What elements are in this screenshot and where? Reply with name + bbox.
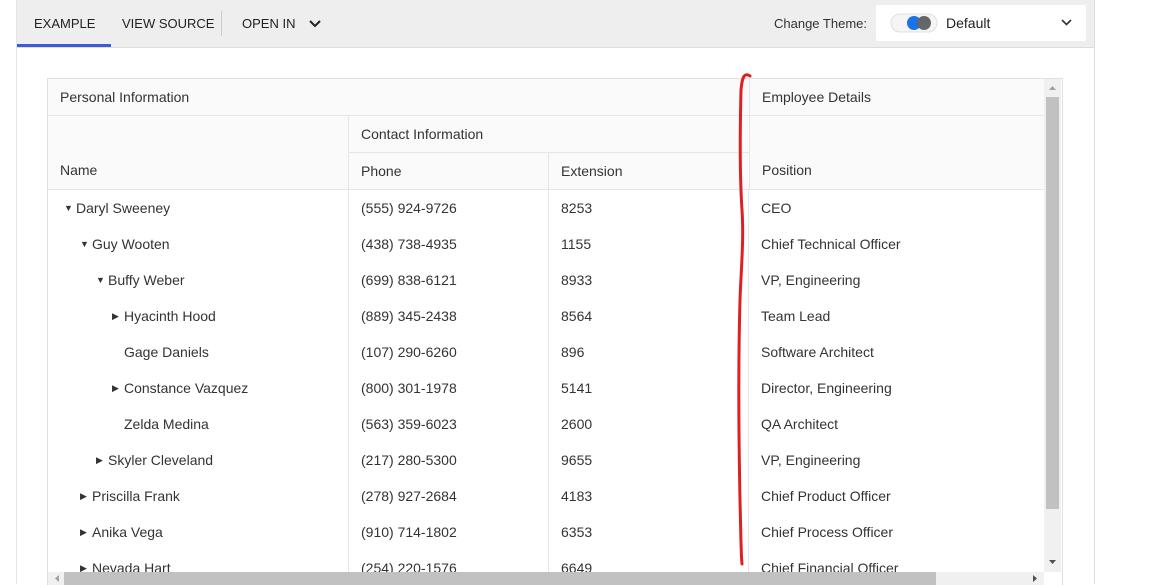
table-row[interactable]: ▼ Guy Wooten (438) 738-4935 1155 Chief Techn… [48,226,1044,262]
position-cell: Director, Engineering [761,380,892,396]
tab-example[interactable]: EXAMPLE [16,0,112,47]
phone-cell: (563) 359-6023 [361,416,457,432]
position-cell: VP, Engineering [761,452,861,468]
position-cell: Team Lead [761,308,831,324]
name-cell: Constance Vazquez [124,380,249,396]
header-label: Position [762,162,812,178]
header-label: Personal Information [60,89,190,105]
theme-select[interactable]: Default [876,5,1086,41]
header-label: Contact Information [361,126,484,142]
name-cell: Anika Vega [92,524,163,540]
header-label: Employee Details [762,89,871,105]
phone-cell: (217) 280-5300 [361,452,457,468]
open-in-button[interactable]: OPEN IN [242,0,321,47]
chevron-down-icon [309,20,321,28]
caret-down-icon[interactable]: ▼ [80,239,89,249]
caret-right-icon[interactable]: ▶ [80,527,87,537]
table-row[interactable]: ▶ Skyler Cleveland (217) 280-5300 9655 VP, E… [48,442,1044,478]
header-phone[interactable]: Phone [348,153,548,190]
table-row[interactable]: Gage Daniels (107) 290-6260 896 Software Ar… [48,334,1044,370]
theme-toggle-icon [890,13,938,33]
open-in-label: OPEN IN [242,16,296,31]
position-cell: CEO [761,200,792,216]
scroll-right-icon[interactable] [1028,572,1042,585]
table-row[interactable]: Zelda Medina (563) 359-6023 2600 QA Archite… [48,406,1044,442]
name-cell: Buffy Weber [108,272,185,288]
name-cell: Daryl Sweeney [76,200,171,216]
frame-border-left [16,0,17,584]
table-row[interactable]: ▶ Priscilla Frank (278) 927-2684 4183 Chief … [48,478,1044,514]
phone-cell: (800) 301-1978 [361,380,457,396]
theme-value: Default [946,15,991,31]
example-toolbar: EXAMPLE VIEW SOURCE OPEN IN Change Theme… [16,0,1094,48]
vertical-scroll-thumb[interactable] [1046,97,1059,509]
tree-grid: Personal Information Employee Details Na… [47,78,1063,585]
header-label: Name [60,162,98,178]
caret-right-icon[interactable]: ▶ [112,383,119,393]
name-cell: Zelda Medina [124,416,209,432]
phone-cell: (107) 290-6260 [361,344,457,360]
header-label: Extension [561,163,623,179]
horizontal-scrollbar[interactable] [48,572,1044,585]
extension-cell: 8933 [561,272,593,288]
position-cell: QA Architect [761,416,839,432]
phone-cell: (278) 927-2684 [361,488,457,504]
vertical-scrollbar[interactable] [1044,79,1061,572]
position-cell: Chief Process Officer [761,524,894,540]
table-row[interactable]: ▶ Constance Vazquez (800) 301-1978 5141 Dire… [48,370,1044,406]
position-cell: Chief Product Officer [761,488,891,504]
phone-cell: (438) 738-4935 [361,236,457,252]
red-annotation-stroke [737,73,752,566]
header-contact-information[interactable]: Contact Information [348,116,749,153]
position-cell: VP, Engineering [761,272,861,288]
extension-cell: 2600 [561,416,593,432]
header-label: Phone [361,163,402,179]
table-row[interactable]: ▼ Buffy Weber (699) 838-6121 8933 VP, Engine… [48,262,1044,298]
header-extension[interactable]: Extension [548,153,749,190]
caret-right-icon[interactable]: ▶ [112,311,119,321]
phone-cell: (555) 924-9726 [361,200,457,216]
frame-border-right [1094,0,1095,584]
extension-cell: 6353 [561,524,593,540]
position-cell: Chief Technical Officer [761,236,901,252]
table-row[interactable]: ▼ Daryl Sweeney (555) 924-9726 8253 CEO [48,190,1044,226]
position-cell: Software Architect [761,344,874,360]
extension-cell: 8564 [561,308,593,324]
horizontal-scroll-thumb[interactable] [64,572,936,585]
table-row[interactable]: ▶ Anika Vega (910) 714-1802 6353 Chief Proce… [48,514,1044,550]
column-divider [348,190,349,572]
scroll-up-icon[interactable] [1044,81,1061,95]
chevron-down-icon [1061,19,1072,26]
phone-cell: (889) 345-2438 [361,308,457,324]
caret-down-icon[interactable]: ▼ [64,203,73,213]
header-position[interactable]: Position [749,116,1044,190]
name-cell: Gage Daniels [124,344,209,360]
caret-right-icon[interactable]: ▶ [96,455,103,465]
header-employee-details[interactable]: Employee Details [749,79,1044,116]
extension-cell: 5141 [561,380,593,396]
column-divider [548,190,549,572]
caret-right-icon[interactable]: ▶ [80,563,87,573]
caret-down-icon[interactable]: ▼ [96,275,105,285]
column-divider [748,190,749,572]
name-cell: Guy Wooten [92,236,170,252]
header-name[interactable]: Name [48,116,348,190]
scroll-left-icon[interactable] [50,572,64,585]
extension-cell: 4183 [561,488,593,504]
name-cell: Hyacinth Hood [124,308,216,324]
extension-cell: 896 [561,344,585,360]
table-row[interactable]: ▶ Hyacinth Hood (889) 345-2438 8564 Team Lea… [48,298,1044,334]
theme-label: Change Theme: [774,16,867,31]
name-cell: Skyler Cleveland [108,452,214,468]
phone-cell: (910) 714-1802 [361,524,457,540]
name-cell: Priscilla Frank [92,488,180,504]
tab-view-source[interactable]: VIEW SOURCE [122,16,215,31]
extension-cell: 9655 [561,452,593,468]
divider [221,11,222,36]
phone-cell: (699) 838-6121 [361,272,457,288]
extension-cell: 8253 [561,200,593,216]
caret-right-icon[interactable]: ▶ [80,491,87,501]
extension-cell: 1155 [561,236,592,252]
scroll-down-icon[interactable] [1044,555,1061,569]
